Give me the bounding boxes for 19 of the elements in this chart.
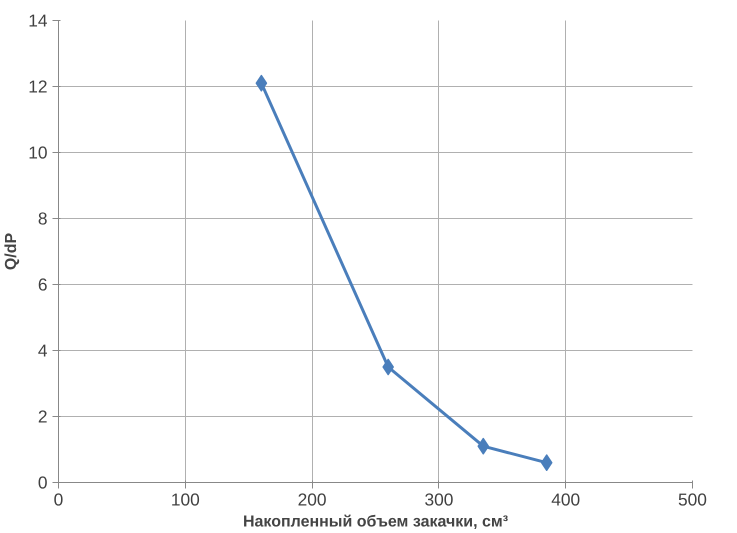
x-tick-label: 500	[678, 490, 707, 510]
y-tick-label: 10	[28, 142, 48, 162]
y-tick-label: 4	[38, 340, 48, 360]
y-tick-label: 8	[38, 208, 48, 228]
x-tick-label: 400	[551, 490, 580, 510]
point	[382, 358, 394, 376]
point	[540, 454, 553, 472]
y-tick-label: 14	[28, 10, 48, 30]
y-tick-label: 6	[38, 274, 48, 294]
y-tick-label: 12	[28, 76, 48, 96]
y-tick-label: 2	[38, 406, 48, 426]
y-axis-title: Q/dP	[3, 232, 20, 270]
x-tick-label: 0	[54, 490, 64, 510]
point	[477, 438, 490, 455]
x-axis-title: Накопленный объем закачки, см³	[242, 514, 508, 530]
x-tick-label: 300	[424, 490, 454, 510]
x-tick-label: 200	[298, 490, 327, 510]
x-tick-label: 100	[170, 490, 200, 510]
y-tick-label: 0	[38, 472, 48, 492]
